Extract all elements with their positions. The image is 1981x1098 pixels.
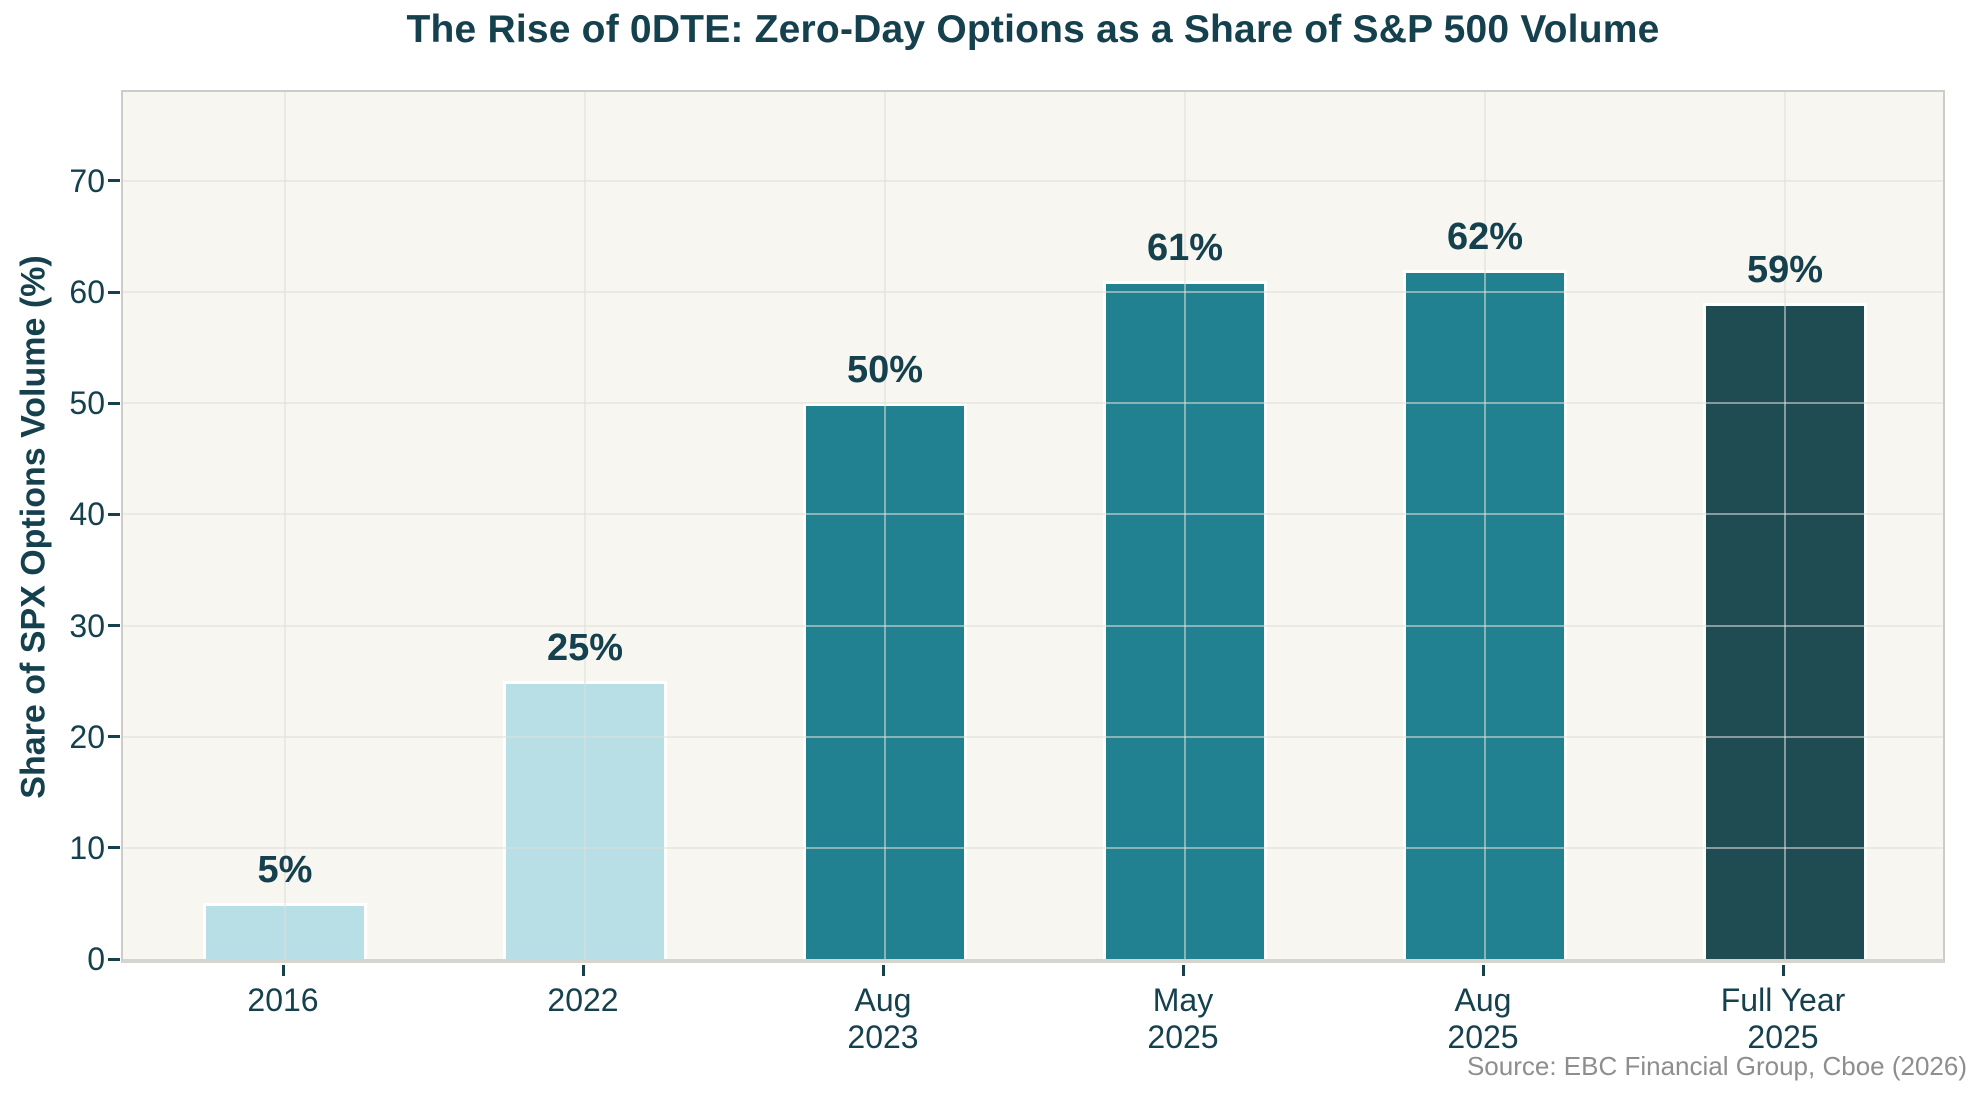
y-tick-mark bbox=[108, 179, 120, 183]
y-tick-label: 70 bbox=[69, 162, 105, 199]
bar-value-label: 5% bbox=[257, 849, 313, 892]
gridline-horizontal bbox=[123, 291, 1943, 294]
y-tick-mark bbox=[108, 846, 120, 850]
gridline-horizontal bbox=[123, 179, 1943, 182]
y-tick-label: 0 bbox=[87, 941, 105, 977]
y-tick-mark bbox=[108, 735, 120, 739]
plot-area: 5% 25% 50% 61% 62% 59% bbox=[121, 90, 1945, 963]
gridline-vertical bbox=[1184, 92, 1186, 959]
y-tick-mark bbox=[108, 957, 120, 961]
source-credit: Source: EBC Financial Group, Cboe (2026) bbox=[1466, 1051, 1967, 1081]
gridline-horizontal bbox=[123, 513, 1943, 516]
x-tick-label: 2016 bbox=[247, 982, 319, 1018]
x-tick-label: Aug 2025 bbox=[1447, 982, 1519, 1056]
x-tick-mark bbox=[1481, 965, 1485, 976]
y-tick-label: 30 bbox=[69, 607, 105, 644]
gridline-horizontal bbox=[123, 846, 1943, 849]
bar-value-label: 50% bbox=[846, 349, 924, 392]
bar-value-label: 59% bbox=[1746, 249, 1824, 292]
gridline-horizontal bbox=[123, 624, 1943, 627]
gridline-vertical bbox=[1484, 92, 1486, 959]
x-tick-mark bbox=[581, 965, 585, 976]
x-tick-label: 2022 bbox=[547, 982, 619, 1018]
y-tick-mark bbox=[108, 401, 120, 405]
x-tick-mark bbox=[1181, 965, 1185, 976]
x-tick-mark bbox=[1781, 965, 1785, 976]
y-tick-label: 40 bbox=[69, 496, 105, 533]
gridline-horizontal bbox=[123, 402, 1943, 405]
y-tick-label: 10 bbox=[69, 829, 105, 866]
bar-value-label: 62% bbox=[1446, 215, 1524, 258]
x-tick-label: May 2025 bbox=[1147, 982, 1219, 1056]
y-tick-mark bbox=[108, 624, 120, 628]
gridline-vertical bbox=[884, 92, 886, 959]
chart-title: The Rise of 0DTE: Zero-Day Options as a … bbox=[406, 8, 1660, 51]
y-tick-mark bbox=[108, 290, 120, 294]
x-tick-label: Full Year 2025 bbox=[1720, 982, 1846, 1056]
gridline-vertical bbox=[1784, 92, 1786, 959]
bar-value-label: 25% bbox=[546, 627, 624, 670]
y-tick-label: 60 bbox=[69, 274, 105, 311]
gridline-vertical bbox=[584, 92, 586, 959]
x-tick-mark bbox=[281, 965, 285, 976]
gridline-horizontal bbox=[123, 735, 1943, 738]
gridline-vertical bbox=[284, 92, 286, 959]
bar-value-label: 61% bbox=[1146, 226, 1224, 269]
y-tick-label: 20 bbox=[69, 718, 105, 755]
x-tick-label: Aug 2023 bbox=[847, 982, 919, 1056]
y-tick-mark bbox=[108, 512, 120, 516]
y-tick-label: 50 bbox=[69, 385, 105, 422]
x-tick-mark bbox=[881, 965, 885, 976]
